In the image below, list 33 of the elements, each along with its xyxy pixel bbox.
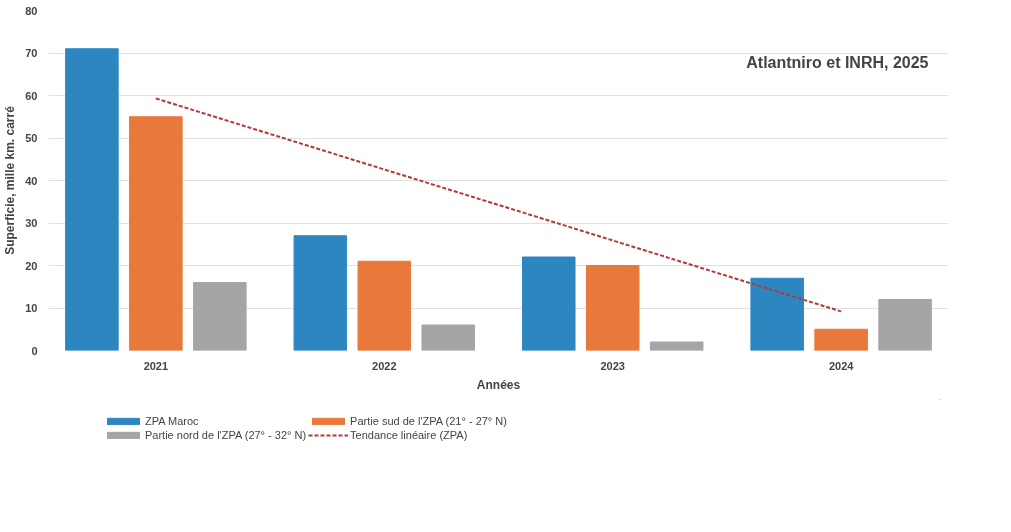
y-tick-label: 10 [25, 302, 38, 314]
legend-label: Tendance linéaire (ZPA) [350, 429, 468, 441]
x-tick-label: 2022 [372, 359, 397, 372]
x-tick-label: 2023 [600, 359, 625, 372]
x-tick-label: 2024 [828, 359, 855, 372]
line-series [154, 97, 843, 313]
bar [521, 256, 576, 351]
bar [193, 282, 247, 351]
legend-label: Partie nord de l'ZPA (27° - 32° N) [145, 429, 307, 441]
bar [357, 260, 412, 351]
bar [65, 48, 119, 351]
bar [750, 277, 804, 351]
annotation: Atlantniro et INRH, 2025 [746, 53, 929, 71]
bar [878, 299, 932, 351]
bar [585, 265, 640, 351]
bar [649, 341, 704, 351]
x-tick-label: 2021 [143, 359, 169, 372]
y-tick-label: 20 [25, 259, 38, 272]
bar [129, 116, 183, 351]
bar [814, 328, 868, 351]
x-axis-title: Années [476, 377, 521, 392]
y-tick-label: 30 [25, 217, 38, 229]
y-tick-label: 0 [31, 344, 38, 357]
y-axis-title: Superficie, mille km. carré [3, 105, 18, 255]
legend-label: ZPA Maroc [145, 415, 199, 427]
bar [421, 324, 476, 351]
y-tick-label: 50 [25, 132, 38, 144]
y-tick-label: 80 [25, 4, 38, 17]
y-tick-label: 60 [25, 89, 38, 102]
legend-label: Partie sud de l'ZPA (21° - 27° N) [350, 415, 507, 427]
bar [293, 235, 348, 351]
y-tick-label: 40 [25, 174, 38, 187]
y-tick-label: 70 [25, 47, 38, 59]
